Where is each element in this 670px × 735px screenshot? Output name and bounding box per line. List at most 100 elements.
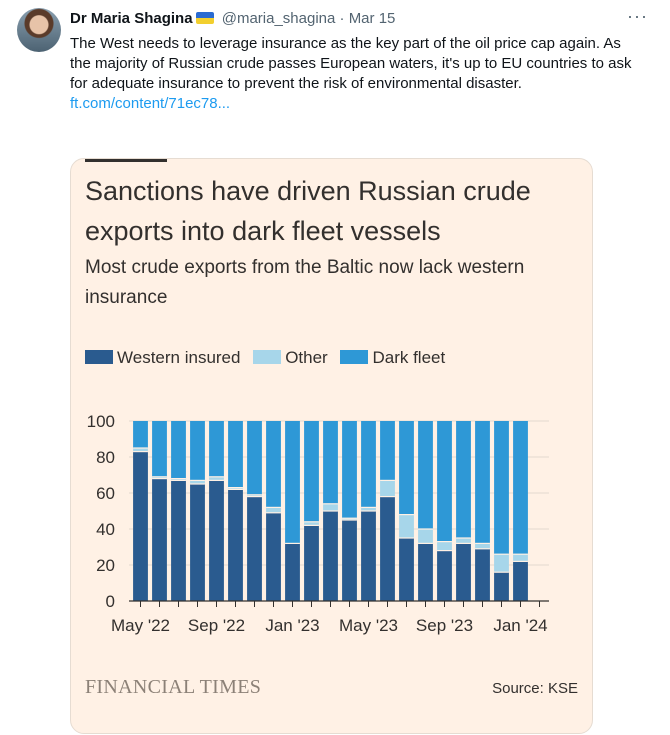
- bar-segment: [171, 478, 186, 481]
- chart-source: Source: KSE: [492, 680, 578, 697]
- bar-segment: [285, 421, 300, 544]
- bar-segment: [399, 514, 414, 538]
- y-tick-label: 40: [96, 520, 115, 539]
- ukraine-flag-icon: [195, 12, 214, 24]
- x-tick-label: May '22: [111, 616, 170, 635]
- legend-swatch-other: [253, 350, 282, 364]
- bar-segment: [380, 480, 395, 497]
- bar-segment: [152, 478, 167, 601]
- bar-segment: [266, 512, 281, 601]
- bar-segment: [266, 421, 281, 508]
- bar-segment: [380, 496, 395, 601]
- bar-segment: [209, 476, 224, 481]
- legend-label-western: Western insured: [117, 348, 241, 367]
- bar-segment: [247, 496, 262, 601]
- bar-segment: [475, 543, 490, 549]
- bar-segment: [456, 538, 471, 544]
- bar-segment: [190, 421, 205, 481]
- bar-segment: [513, 554, 528, 562]
- separator-dot: ·: [339, 10, 345, 27]
- bar-segment: [399, 421, 414, 515]
- bar-segment: [304, 525, 319, 601]
- bar-segment: [152, 476, 167, 479]
- x-tick-label: Sep '22: [188, 616, 245, 635]
- card-top-rule: [85, 159, 167, 162]
- bar-segment: [228, 487, 243, 490]
- bar-segment: [475, 421, 490, 544]
- bar-segment: [456, 543, 471, 601]
- tweet-header: Dr Maria Shagina @maria_shagina · Mar 15: [70, 9, 395, 29]
- chart-subtitle: Most crude exports from the Baltic now l…: [85, 257, 525, 308]
- bar-segment: [323, 421, 338, 504]
- bar-segment: [513, 421, 528, 555]
- y-tick-label: 0: [106, 592, 115, 611]
- tweet-text: The West needs to leverage insurance as …: [70, 35, 632, 92]
- bar-segment: [456, 421, 471, 538]
- bar-segment: [475, 548, 490, 601]
- chart-title: Sanctions have driven Russian crude expo…: [85, 176, 531, 246]
- bar-segment: [228, 421, 243, 488]
- legend-item-western: Western insured: [85, 348, 240, 368]
- bar-segment: [323, 503, 338, 511]
- bar-segment: [437, 541, 452, 551]
- bar-segment: [399, 538, 414, 601]
- bar-segment: [304, 421, 319, 522]
- financial-times-logo: FINANCIAL TIMES: [85, 676, 262, 698]
- x-tick-label: Jan '23: [265, 616, 319, 635]
- bar-segment: [494, 554, 509, 573]
- y-tick-label: 60: [96, 484, 115, 503]
- bar-segment: [133, 451, 148, 601]
- y-tick-label: 100: [87, 412, 115, 431]
- bar-segment: [361, 511, 376, 601]
- more-horizontal-icon[interactable]: ···: [627, 6, 648, 26]
- author-name[interactable]: Dr Maria Shagina: [70, 10, 193, 27]
- bar-segment: [418, 529, 433, 544]
- tweet-date[interactable]: Mar 15: [348, 10, 396, 27]
- legend-item-other: Other: [253, 348, 328, 368]
- y-tick-label: 80: [96, 448, 115, 467]
- bar-segment: [513, 561, 528, 601]
- link-card-image[interactable]: Sanctions have driven Russian crude expo…: [70, 158, 593, 734]
- bar-segment: [190, 484, 205, 601]
- bar-segment: [418, 543, 433, 601]
- stacked-bar-chart: 0 20 40 60 80 100 May '22 Sep '22 Jan '23 May '23…: [87, 412, 549, 635]
- bar-segment: [152, 421, 167, 477]
- legend-swatch-dark: [340, 350, 369, 364]
- x-tick-label: Jan '24: [493, 616, 547, 635]
- bar-segment: [494, 421, 509, 555]
- bar-segment: [342, 421, 357, 519]
- x-tick-label: May '23: [339, 616, 398, 635]
- bar-segment: [437, 550, 452, 601]
- legend-label-dark: Dark fleet: [372, 348, 446, 367]
- bar-segment: [133, 448, 148, 452]
- y-tick-label: 20: [96, 556, 115, 575]
- bar-segment: [266, 507, 281, 513]
- legend-swatch-western: [85, 350, 113, 364]
- bar-segment: [228, 489, 243, 601]
- legend-item-dark: Dark fleet: [340, 348, 445, 368]
- bar-segment: [361, 507, 376, 511]
- author-handle[interactable]: @maria_shagina: [221, 10, 336, 27]
- bar-segment: [323, 511, 338, 601]
- author-avatar[interactable]: [17, 8, 61, 52]
- bar-segment: [342, 518, 357, 520]
- bar-segment: [380, 421, 395, 481]
- bar-segment: [285, 543, 300, 601]
- bar-segment: [209, 421, 224, 477]
- chart-legend: Western insured Other Dark fleet: [85, 348, 453, 368]
- legend-label-other: Other: [285, 348, 328, 367]
- bar-segment: [437, 421, 452, 542]
- bar-segment: [361, 421, 376, 508]
- bar-segment: [171, 421, 186, 479]
- bar-segment: [247, 494, 262, 497]
- bar-segment: [494, 572, 509, 601]
- bar-segment: [171, 480, 186, 601]
- bar-segment: [418, 421, 433, 529]
- x-tick-label: Sep '23: [416, 616, 473, 635]
- bar-segment: [342, 520, 357, 601]
- bar-segment: [304, 521, 319, 526]
- bar-segment: [133, 421, 148, 448]
- article-link[interactable]: ft.com/content/71ec78...: [70, 95, 231, 112]
- bar-segment: [209, 480, 224, 601]
- tweet-body: The West needs to leverage insurance as …: [70, 34, 645, 114]
